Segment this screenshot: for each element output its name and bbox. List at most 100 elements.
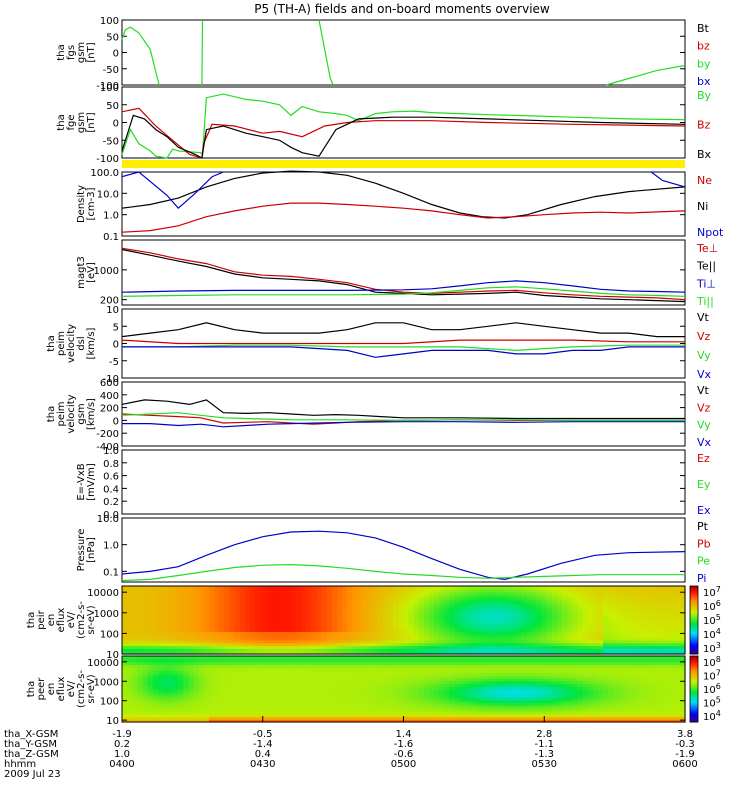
spectrogram-cell xyxy=(439,614,446,618)
spectrogram-cell xyxy=(255,611,261,615)
spectrogram-cell xyxy=(127,678,133,682)
spectrogram-cell xyxy=(403,713,410,718)
spectrogram-cell xyxy=(316,708,323,712)
spectrogram-cell xyxy=(669,642,676,647)
spectrogram-cell xyxy=(347,594,353,598)
spectrogram-cell xyxy=(434,586,440,590)
spectrogram-cell xyxy=(209,708,215,712)
spectrogram-cell xyxy=(377,711,384,715)
spectrogram-cell xyxy=(265,667,272,671)
spectrogram-cell xyxy=(664,625,671,630)
spectrogram-cell xyxy=(562,697,568,701)
spectrogram-cell xyxy=(265,702,272,707)
spectrogram-cell xyxy=(198,683,205,687)
spectrogram-cell xyxy=(224,702,231,707)
spectrogram-cell xyxy=(495,620,502,624)
spectrogram-cell xyxy=(306,642,312,647)
spectrogram-cell xyxy=(249,694,256,698)
spectrogram-cell xyxy=(372,651,379,655)
spectrogram-cell xyxy=(198,667,205,671)
spectrogram-cell xyxy=(157,603,164,607)
spectrogram-cell xyxy=(280,711,287,715)
spectrogram-cell xyxy=(490,705,497,709)
spectrogram-cell xyxy=(347,667,353,671)
spectrogram-cell xyxy=(157,586,164,590)
spectrogram-cell xyxy=(147,691,154,696)
spectrogram-cell xyxy=(633,625,640,630)
spectrogram-cell xyxy=(306,594,312,598)
spectrogram-cell xyxy=(229,586,236,590)
spectrogram-cell xyxy=(521,617,527,621)
spectrogram-cell xyxy=(510,697,517,701)
spectrogram-cell xyxy=(383,651,389,655)
spectrogram-cell xyxy=(608,622,614,627)
y-tick-label: 10.0 xyxy=(97,514,119,525)
spectrogram-cell xyxy=(306,625,312,630)
spectrogram-cell xyxy=(526,672,533,676)
spectrogram-cell xyxy=(229,669,236,674)
spectrogram-cell xyxy=(249,667,256,671)
spectrogram-cell xyxy=(551,642,558,647)
spectrogram-cell xyxy=(423,591,430,596)
spectrogram-cell xyxy=(521,661,527,665)
spectrogram-cell xyxy=(347,608,353,613)
spectrogram-cell xyxy=(127,669,133,674)
spectrogram-cell xyxy=(127,594,133,598)
spectrogram-cell xyxy=(582,605,589,610)
spectrogram-cell xyxy=(244,702,251,707)
spectrogram-cell xyxy=(255,656,261,660)
spectrogram-cell xyxy=(669,651,676,655)
spectrogram-cell xyxy=(275,713,282,718)
y-tick-label: 0.8 xyxy=(103,459,119,470)
spectrogram-cell xyxy=(408,672,415,676)
spectrogram-cell xyxy=(403,586,410,590)
spectrogram-cell xyxy=(408,586,415,590)
spectrogram-cell xyxy=(316,658,323,663)
spectrogram-cell xyxy=(342,586,348,590)
spectrogram-cell xyxy=(679,639,686,644)
spectrogram-cell xyxy=(137,622,144,627)
spectrogram-cell xyxy=(316,689,323,693)
spectrogram-cell xyxy=(531,675,538,679)
spectrogram-cell xyxy=(173,691,179,696)
spectrogram-cell xyxy=(383,675,389,679)
spectrogram-cell xyxy=(270,594,277,598)
spectrogram-cell xyxy=(654,588,661,593)
spectrogram-cell xyxy=(562,648,568,652)
spectrogram-cell xyxy=(577,625,584,630)
spectrogram-cell xyxy=(510,700,517,704)
spectrogram-cell xyxy=(526,702,533,707)
spectrogram-cell xyxy=(557,639,563,644)
spectrogram-cell xyxy=(127,611,133,615)
spectrogram-cell xyxy=(557,719,563,723)
spectrogram-cell xyxy=(434,702,440,707)
spectrogram-cell xyxy=(352,700,359,704)
spectrogram-cell xyxy=(587,637,594,641)
spectrogram-cell xyxy=(306,702,312,707)
spectrogram-cell xyxy=(546,611,553,615)
spectrogram-cell xyxy=(413,586,420,590)
spectrogram-cell xyxy=(638,620,645,624)
spectrogram-cell xyxy=(285,713,292,718)
spectrogram-cell xyxy=(342,631,348,635)
spectrogram-cell xyxy=(608,597,614,601)
spectrogram-cell xyxy=(475,591,481,596)
spectrogram-cell xyxy=(485,694,492,698)
spectrogram-cell xyxy=(510,634,517,638)
spectrogram-cell xyxy=(316,711,323,715)
spectrogram-cell xyxy=(439,719,446,723)
spectrogram-cell xyxy=(434,700,440,704)
spectrogram-cell xyxy=(464,678,471,682)
spectrogram-cell xyxy=(306,600,312,604)
spectrogram-cell xyxy=(418,691,425,696)
spectrogram-cell xyxy=(393,608,399,613)
spectrogram-cell xyxy=(418,597,425,601)
legend-entry: Ne xyxy=(697,174,712,187)
spectrogram-cell xyxy=(342,588,348,593)
spectrogram-cell xyxy=(674,622,681,627)
spectrogram-cell xyxy=(521,683,527,687)
spectrogram-cell xyxy=(147,686,154,690)
spectrogram-cell xyxy=(383,631,389,635)
spectrogram-cell xyxy=(679,645,686,649)
spectrogram-cell xyxy=(157,639,164,644)
